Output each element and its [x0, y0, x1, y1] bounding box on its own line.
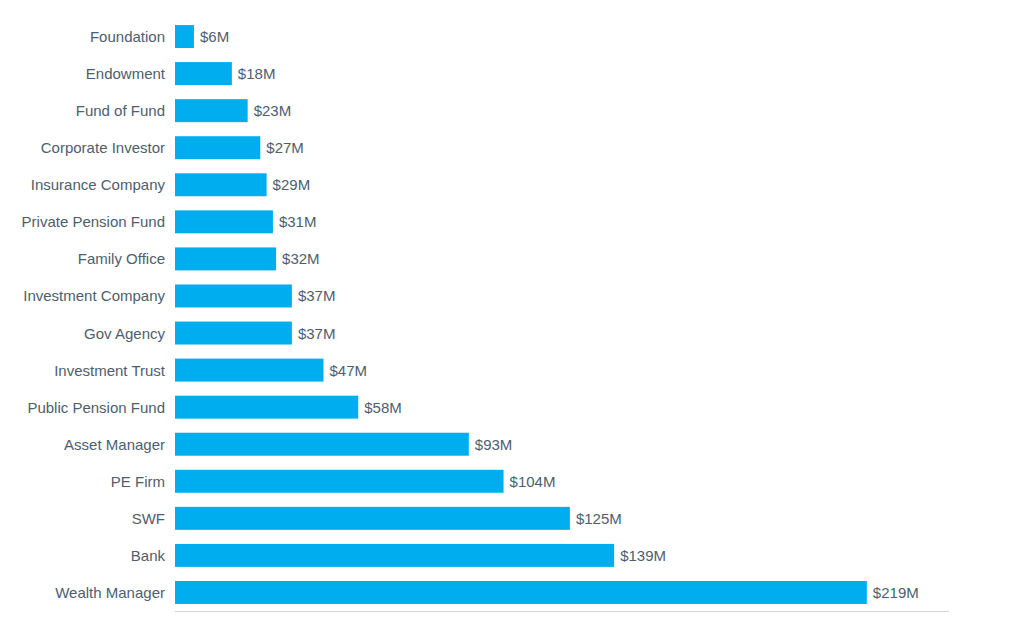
bar — [175, 396, 358, 419]
data-label: $29M — [273, 176, 311, 193]
bar — [175, 62, 232, 85]
data-label: $6M — [200, 28, 229, 45]
y-tick-label: Foundation — [90, 28, 165, 45]
y-tick-label: Bank — [131, 547, 166, 564]
data-label: $104M — [510, 473, 556, 490]
y-tick-label: Corporate Investor — [41, 139, 165, 156]
data-label: $32M — [282, 250, 320, 267]
data-label: $27M — [266, 139, 304, 156]
bar — [175, 507, 570, 530]
bar — [175, 322, 292, 345]
data-label: $47M — [329, 362, 367, 379]
bar — [175, 581, 867, 604]
y-tick-label: Family Office — [78, 250, 165, 267]
y-tick-label: Endowment — [86, 65, 166, 82]
bar — [175, 247, 276, 270]
y-tick-label: PE Firm — [111, 473, 165, 490]
page: {"chart_data": {"type": "bar", "orientat… — [0, 0, 1009, 639]
x-axis-line — [175, 611, 949, 612]
y-tick-label: Private Pension Fund — [22, 213, 165, 230]
y-tick-label: Investment Trust — [54, 362, 166, 379]
bar — [175, 359, 323, 382]
bar — [175, 470, 504, 493]
y-tick-label: Gov Agency — [84, 325, 165, 342]
y-tick-label: Public Pension Fund — [27, 399, 165, 416]
bar — [175, 544, 614, 567]
data-label: $37M — [298, 325, 336, 342]
y-tick-label: Investment Company — [23, 287, 165, 304]
y-tick-label: Fund of Fund — [76, 102, 165, 119]
y-tick-label: Asset Manager — [64, 436, 165, 453]
bar — [175, 433, 469, 456]
data-label: $139M — [620, 547, 666, 564]
bar — [175, 25, 194, 48]
bars — [175, 25, 867, 604]
chart-container: Foundation $6M Endowment $18M Fund of Fund $2… — [0, 0, 1009, 639]
bar — [175, 173, 267, 196]
data-label: $219M — [873, 584, 919, 601]
bar — [175, 136, 260, 159]
bar — [175, 210, 273, 233]
data-label: $23M — [254, 102, 292, 119]
data-label: $58M — [364, 399, 402, 416]
data-label: $18M — [238, 65, 276, 82]
labels: Foundation $6M Endowment $18M Fund of Fund $2… — [22, 28, 919, 601]
y-tick-label: Insurance Company — [31, 176, 166, 193]
y-tick-label: Wealth Manager — [55, 584, 165, 601]
y-tick-label: SWF — [132, 510, 165, 527]
bar — [175, 99, 248, 122]
data-label: $93M — [475, 436, 513, 453]
data-label: $125M — [576, 510, 622, 527]
chart-svg: Foundation $6M Endowment $18M Fund of Fund $2… — [0, 0, 1009, 639]
bar — [175, 284, 292, 307]
data-label: $31M — [279, 213, 317, 230]
data-label: $37M — [298, 287, 336, 304]
